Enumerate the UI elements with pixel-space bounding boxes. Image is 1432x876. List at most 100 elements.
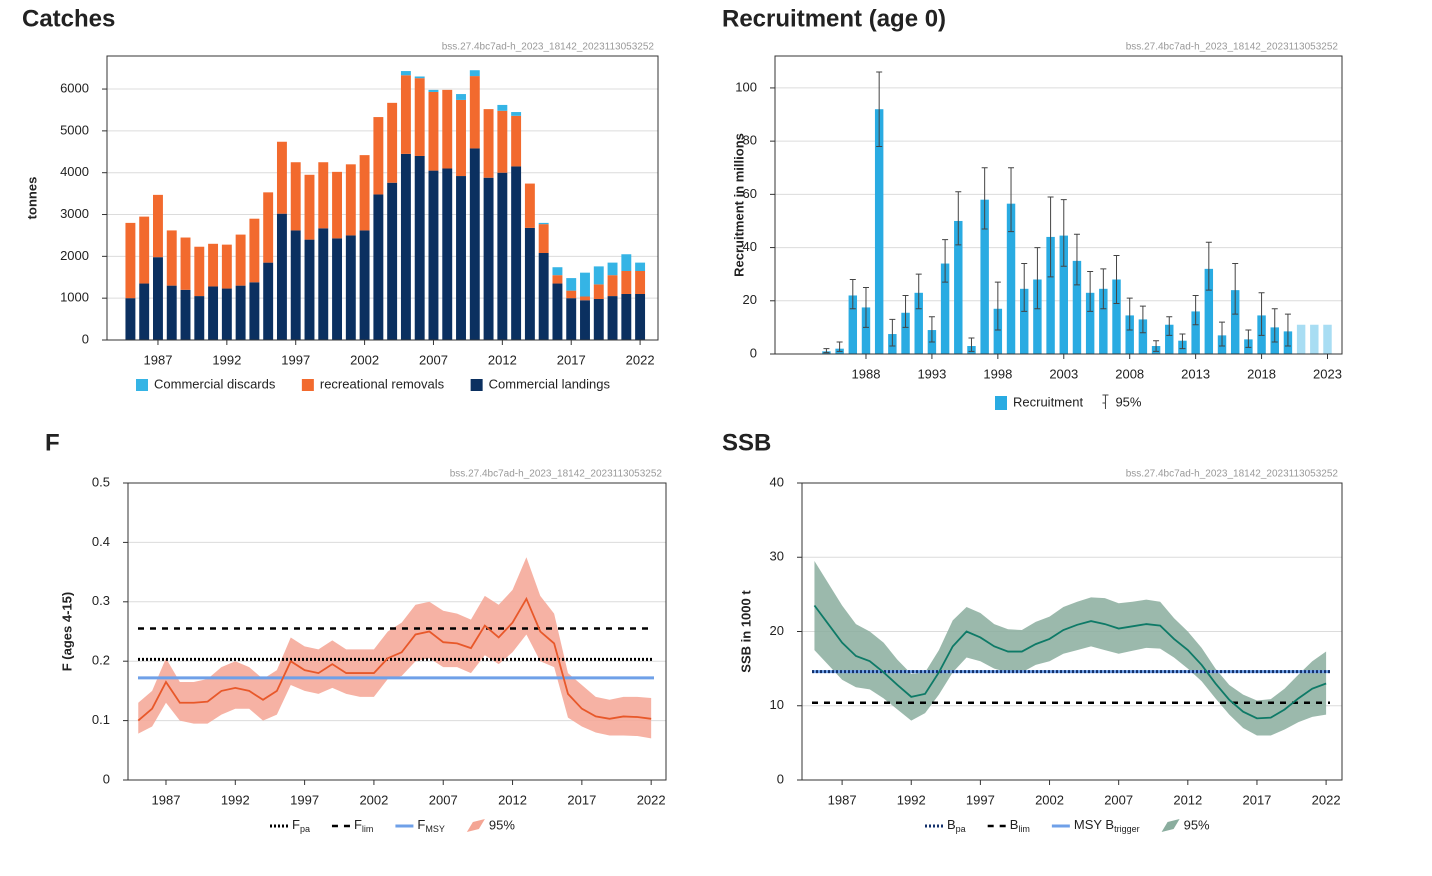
error-bar: [1113, 255, 1120, 304]
legend-label: Bpa: [947, 817, 966, 834]
x-tick-label: 1997: [281, 352, 310, 367]
chart-title: F: [45, 429, 60, 456]
bar-segment: [235, 234, 246, 286]
bar: [901, 312, 910, 354]
x-tick-label: 1987: [828, 792, 857, 807]
bar-segment: [139, 216, 150, 284]
legend-label: Blim: [1010, 817, 1030, 834]
x-tick-label: 2008: [1115, 366, 1144, 381]
x-tick-label: 2017: [557, 352, 586, 367]
bar-segment: [456, 99, 466, 177]
legend-label-sub: MSY: [425, 824, 445, 834]
bar-segment: [318, 162, 329, 229]
x-tick-label: 1997: [966, 792, 995, 807]
x-tick-label: 1997: [290, 792, 319, 807]
bar-segment: [290, 230, 301, 340]
bar-segment: [635, 293, 646, 340]
error-bar: [876, 71, 883, 147]
y-tick-label: 2000: [60, 248, 89, 263]
bar-segment: [538, 222, 549, 225]
bar: [1006, 203, 1016, 354]
chart-title: Catches: [22, 5, 115, 32]
bar-segment: [566, 298, 577, 340]
legend-swatch: [466, 819, 485, 832]
bar-segment: [428, 91, 439, 171]
legend-label: FMSY: [417, 817, 444, 834]
chart-panel: SSB bss.27.4bc7ad-h_2023_18142_2023113053…: [722, 429, 1343, 834]
legend-label-sub: trigger: [1114, 824, 1140, 834]
bar-segment: [580, 272, 590, 297]
bar: [993, 308, 1003, 354]
bar-segment: [442, 168, 453, 340]
legend-error-symbol: [1102, 394, 1109, 409]
bar-segment: [524, 183, 535, 228]
error-bar: [915, 273, 922, 310]
bar-segment: [511, 115, 522, 167]
bar: [1072, 260, 1082, 354]
bar-segment: [194, 246, 205, 297]
legend-label: 95%: [1115, 394, 1141, 409]
bar-segment: [400, 71, 411, 76]
x-tick-label: 2007: [429, 792, 458, 807]
error-bar: [1284, 313, 1291, 347]
y-tick-label: 4000: [60, 164, 89, 179]
y-tick-label: 10: [770, 697, 784, 712]
x-tick-label: 2022: [1312, 792, 1341, 807]
bar-segment: [208, 243, 219, 287]
bar-segment: [552, 267, 563, 276]
x-tick-label: 2017: [567, 792, 596, 807]
bar-segment: [345, 164, 356, 236]
confidence-band: [814, 560, 1327, 736]
error-bar: [1166, 316, 1173, 336]
error-bar: [1205, 241, 1212, 291]
bar-segment: [593, 266, 604, 285]
legend-label-main: B: [947, 817, 956, 832]
legend-label-sub: lim: [1018, 824, 1030, 834]
bar: [1085, 292, 1095, 354]
bar-segment: [428, 89, 439, 92]
bar-segment: [221, 244, 232, 289]
error-bar: [942, 239, 949, 283]
x-tick-label: 2012: [1173, 792, 1202, 807]
bar-segment: [566, 290, 577, 299]
legend-label: MSY Btrigger: [1074, 817, 1140, 834]
bar: [1138, 319, 1148, 354]
bar-segment: [593, 299, 604, 340]
bar-segment: [276, 213, 287, 340]
bar-segment: [290, 162, 301, 231]
bar: [1230, 290, 1240, 354]
bar-segment: [345, 235, 356, 340]
bar-segment: [359, 155, 370, 231]
bar: [1099, 288, 1108, 354]
bar: [1125, 315, 1134, 354]
source-label: bss.27.4bc7ad-h_2023_18142_2023113053252: [1126, 469, 1339, 480]
bar-segment: [552, 283, 563, 340]
confidence-band: [138, 557, 652, 739]
error-bar: [1139, 305, 1146, 334]
bar-segment: [125, 222, 136, 299]
bar-segment: [469, 70, 480, 77]
bar-segment: [318, 228, 329, 340]
bar-segment: [208, 286, 219, 340]
bar-segment: [483, 109, 494, 178]
bar: [874, 109, 884, 354]
bar-segment: [497, 110, 508, 173]
bar: [980, 199, 989, 354]
bar-segment: [400, 75, 411, 154]
bar-segment: [332, 238, 343, 340]
error-bar: [1034, 247, 1041, 310]
error-bar: [1245, 329, 1252, 348]
bar-segment: [428, 170, 439, 340]
y-tick-label: 6000: [60, 80, 89, 95]
bar: [1165, 324, 1174, 354]
x-tick-label: 2022: [626, 352, 655, 367]
y-tick-label: 60: [743, 186, 757, 201]
bar-segment: [511, 166, 522, 340]
legend-swatch: [1161, 819, 1180, 832]
x-tick-label: 1987: [152, 792, 181, 807]
plot-frame: [801, 482, 1343, 781]
y-tick-label: 0.2: [92, 653, 110, 668]
legend-label: Fpa: [292, 817, 310, 834]
bar: [1112, 279, 1121, 354]
